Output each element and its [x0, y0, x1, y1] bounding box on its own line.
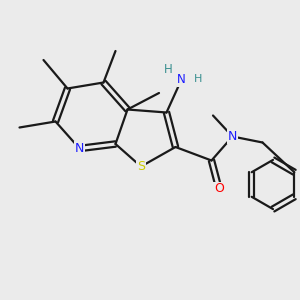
- Text: N: N: [177, 73, 186, 86]
- Text: H: H: [164, 62, 172, 76]
- Text: N: N: [75, 142, 84, 155]
- Text: O: O: [214, 182, 224, 196]
- Text: H: H: [194, 74, 202, 85]
- Text: N: N: [228, 130, 237, 143]
- Text: S: S: [137, 160, 145, 173]
